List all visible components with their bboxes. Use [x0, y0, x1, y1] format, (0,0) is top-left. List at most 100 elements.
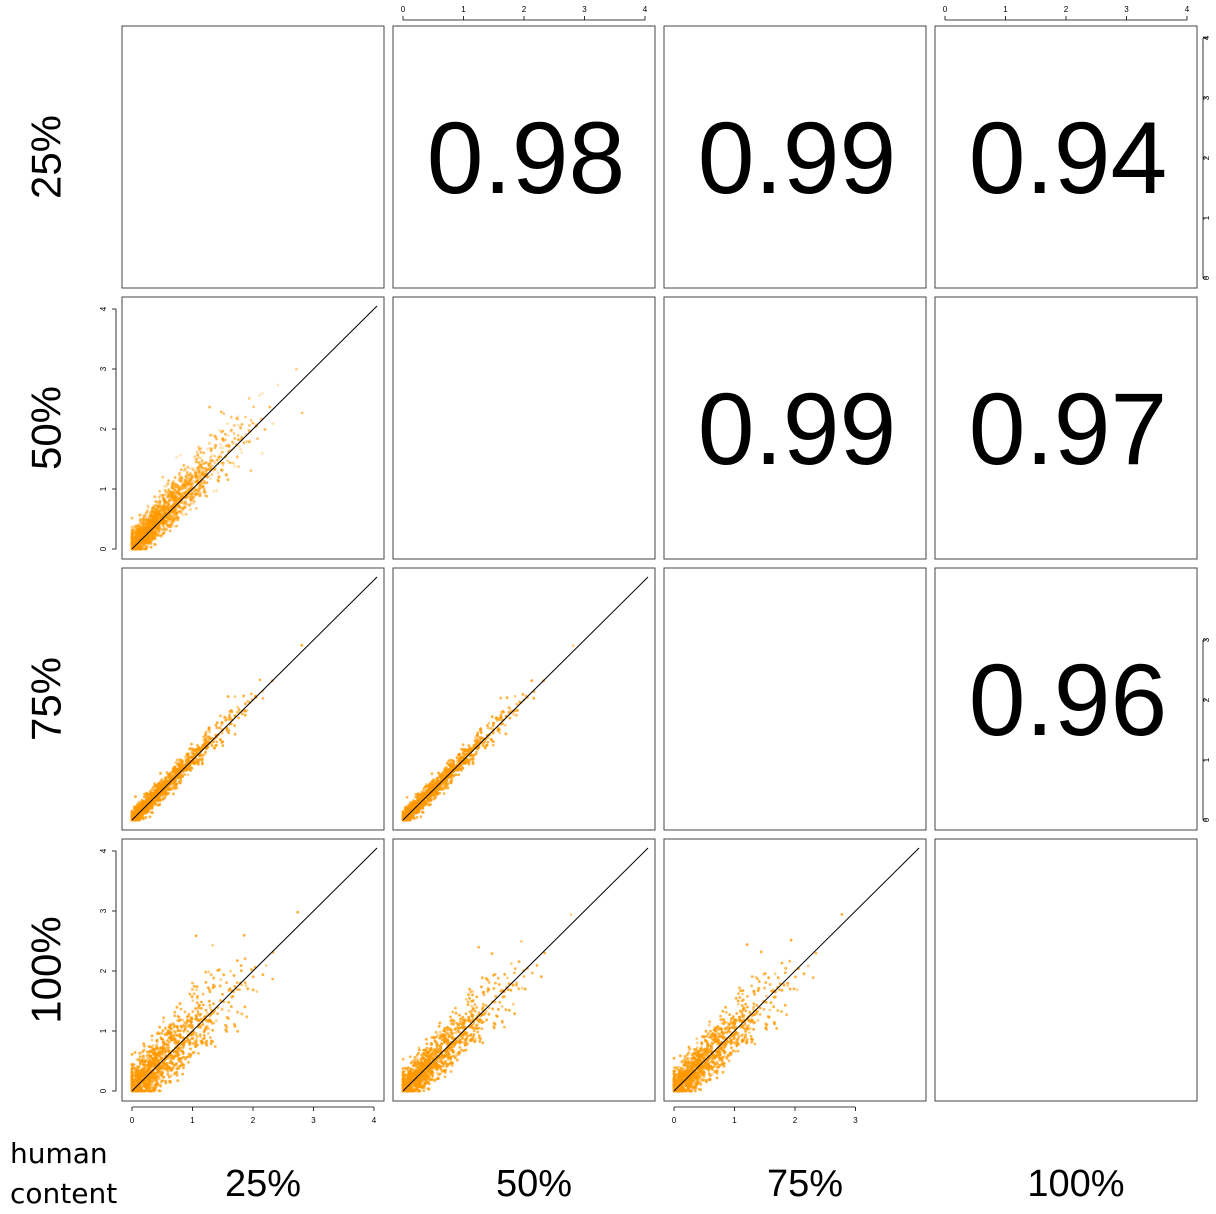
data-point: [194, 472, 198, 475]
data-point: [166, 516, 170, 520]
data-point: [162, 532, 166, 535]
panel-25-vs-25: [121, 25, 385, 289]
data-point: [198, 484, 202, 487]
data-point: [145, 801, 149, 804]
data-point: [227, 718, 231, 721]
data-point: [201, 753, 205, 757]
data-point: [178, 471, 182, 475]
data-point: [202, 735, 206, 739]
panel-50-vs-100: [934, 296, 1198, 560]
data-point: [236, 417, 240, 421]
data-point: [235, 416, 238, 420]
data-point: [219, 738, 222, 741]
data-point: [156, 528, 160, 532]
data-point: [201, 482, 205, 485]
data-point: [199, 481, 202, 485]
data-point: [155, 515, 159, 518]
data-point: [157, 519, 160, 522]
data-point: [169, 490, 173, 493]
data-point: [132, 536, 136, 540]
data-point: [268, 405, 272, 409]
data-point: [151, 506, 154, 510]
data-point: [166, 501, 170, 504]
data-point: [161, 520, 165, 524]
data-point: [157, 782, 161, 786]
data-point: [181, 487, 185, 490]
data-point: [139, 517, 143, 521]
data-point: [174, 495, 178, 499]
data-point: [242, 441, 246, 445]
data-point: [199, 463, 203, 467]
data-point: [181, 513, 185, 516]
data-point: [156, 504, 160, 508]
data-point: [181, 760, 185, 764]
data-point: [173, 787, 177, 790]
data-point: [215, 740, 219, 744]
data-point: [130, 529, 134, 532]
data-point: [212, 489, 216, 493]
data-point: [233, 732, 237, 736]
data-point: [195, 747, 199, 751]
data-point: [228, 461, 232, 465]
data-point: [237, 708, 241, 711]
data-point: [191, 497, 195, 500]
data-point: [153, 529, 157, 533]
data-point: [194, 475, 198, 479]
data-point: [153, 801, 157, 805]
data-point: [184, 512, 188, 516]
data-point: [150, 788, 154, 792]
data-point: [237, 716, 241, 720]
data-point: [174, 511, 178, 515]
data-point: [138, 547, 142, 551]
data-point: [224, 716, 228, 720]
data-point: [134, 540, 138, 543]
data-point: [158, 505, 162, 509]
data-point: [196, 474, 199, 478]
data-point: [137, 527, 141, 531]
data-point: [192, 474, 196, 478]
data-point: [153, 533, 157, 537]
data-point: [203, 467, 207, 471]
data-point: [191, 483, 194, 487]
data-point: [184, 755, 187, 759]
data-point: [158, 803, 162, 806]
data-point: [144, 511, 148, 515]
data-point: [182, 769, 185, 773]
data-point: [220, 731, 224, 735]
data-point: [159, 771, 162, 775]
data-point: [219, 714, 222, 718]
data-point: [147, 514, 151, 518]
data-point: [235, 455, 239, 459]
data-point: [200, 758, 204, 762]
data-point: [183, 500, 187, 504]
data-point: [179, 775, 183, 778]
data-point: [139, 547, 143, 551]
data-point: [214, 443, 217, 447]
data-point: [140, 532, 144, 535]
data-point: [144, 544, 148, 548]
data-point: [177, 489, 181, 493]
data-point: [194, 480, 197, 484]
data-point: [144, 544, 148, 548]
data-point: [150, 531, 154, 534]
data-point: [190, 486, 193, 490]
data-point: [187, 503, 191, 507]
data-point: [187, 752, 190, 756]
data-point: [258, 678, 262, 682]
data-point: [138, 533, 142, 537]
data-point: [220, 468, 223, 472]
data-point: [220, 721, 224, 725]
data-point: [188, 508, 192, 512]
data-point: [213, 746, 216, 750]
data-point: [176, 483, 179, 487]
data-point: [170, 781, 174, 785]
data-point: [186, 465, 190, 469]
data-point: [243, 713, 247, 717]
data-point: [161, 798, 165, 801]
data-point: [191, 754, 194, 757]
data-point: [185, 470, 189, 474]
data-point: [167, 508, 171, 512]
data-point: [232, 432, 236, 435]
data-point: [154, 802, 158, 806]
data-point: [130, 529, 134, 532]
